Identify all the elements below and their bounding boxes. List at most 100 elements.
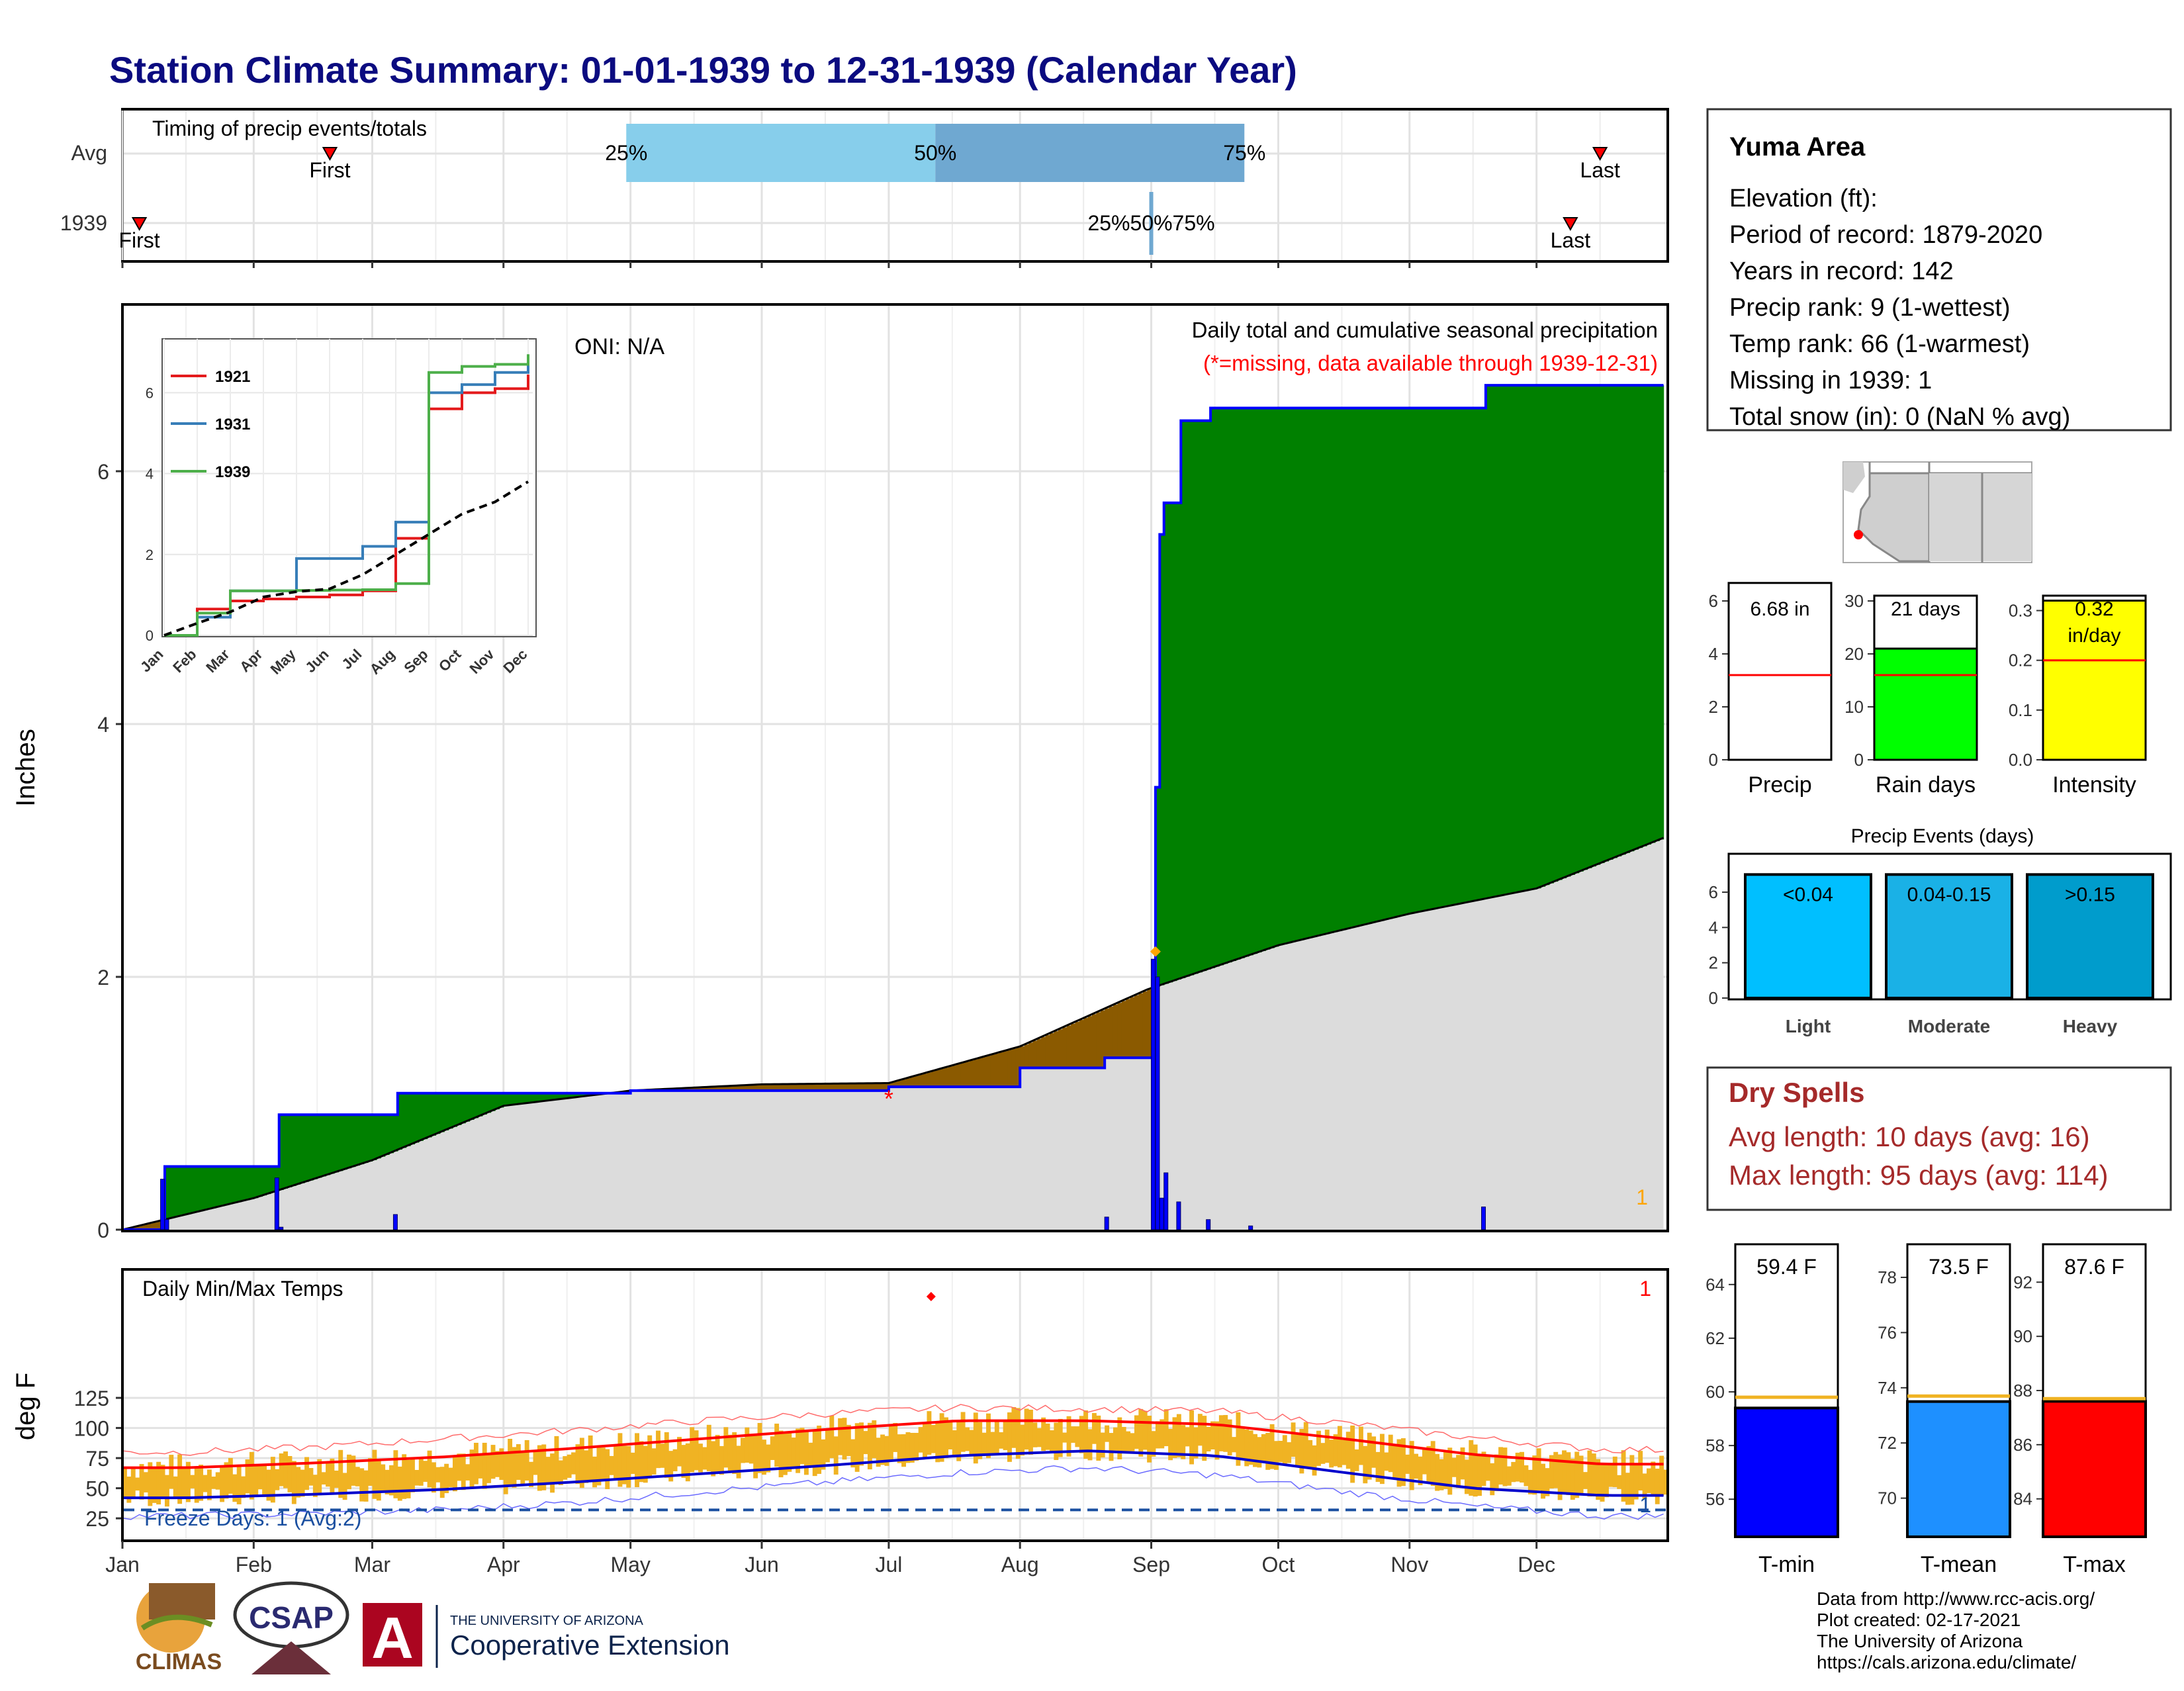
surplus-area (410, 1093, 416, 1145)
mini-bar-1 (1873, 647, 1978, 761)
daily-temp-bar (1185, 1427, 1190, 1447)
daily-temp-bar (1587, 1450, 1592, 1497)
daily-temp-bar (432, 1462, 436, 1493)
daily-temp-bar (1253, 1434, 1257, 1467)
oni-label: ONI: N/A (574, 334, 664, 359)
credits: Data from http://www.rcc-acis.org/Plot c… (1817, 1588, 2095, 1672)
daily-temp-bar (635, 1433, 639, 1488)
surplus-area (1642, 385, 1647, 846)
deficit-area (787, 1083, 792, 1091)
deficit-area (905, 1078, 911, 1087)
daily-temp-bar (1396, 1439, 1402, 1487)
daily-temp-bar (338, 1449, 343, 1498)
daily-temp-bar (533, 1450, 538, 1475)
surplus-area (1202, 420, 1207, 972)
surplus-area (1338, 408, 1343, 931)
deficit-area (960, 1063, 966, 1087)
surplus-area (1524, 385, 1529, 891)
surplus-area (190, 1166, 195, 1214)
precip-y-tick-label: 2 (97, 966, 109, 989)
surplus-area (181, 1166, 187, 1216)
surplus-area (376, 1115, 381, 1159)
avg-last-label: Last (1580, 158, 1620, 182)
surplus-area (1282, 408, 1287, 944)
dry-spells-max: Max length: 95 days (avg: 114) (1729, 1160, 2109, 1191)
temp-bar-tick-label: 78 (1878, 1267, 1897, 1287)
daily-temp-bar (1232, 1437, 1236, 1453)
surplus-area (418, 1093, 424, 1141)
month-tick-label: Dec (1518, 1553, 1555, 1577)
daily-temp-bar (905, 1432, 911, 1463)
daily-temp-bar (1062, 1432, 1068, 1443)
daily-temp-bar (685, 1443, 690, 1482)
surplus-area (236, 1166, 242, 1203)
station-info-line: Elevation (ft): (1729, 185, 1878, 212)
surplus-area (414, 1093, 420, 1143)
deficit-area (1147, 989, 1152, 1058)
daily-temp-bar (1659, 1455, 1664, 1496)
daily-temp-bar (935, 1422, 940, 1463)
deficit-area (690, 1087, 695, 1091)
daily-temp-bar (326, 1462, 330, 1487)
inset-y-tick-label: 0 (146, 627, 154, 644)
surplus-area (347, 1115, 352, 1169)
daily-temp-bar (914, 1432, 919, 1461)
daily-temp-bar (990, 1432, 995, 1455)
deficit-area (766, 1084, 771, 1091)
surplus-area (554, 1093, 559, 1100)
surplus-area (1527, 385, 1533, 890)
daily-temp-bar (439, 1467, 445, 1498)
daily-temp-bar (211, 1477, 216, 1489)
surplus-area (203, 1166, 208, 1211)
temp-bar-label: T-mean (1921, 1552, 1997, 1577)
deficit-area (1079, 1019, 1084, 1068)
surplus-area (1629, 385, 1635, 852)
surplus-area (266, 1166, 271, 1195)
deficit-area (965, 1062, 970, 1087)
daily-temp-bar (1278, 1440, 1283, 1463)
surplus-area (478, 1093, 483, 1117)
daily-temp-bar (359, 1468, 365, 1502)
daily-temp-bar (592, 1456, 597, 1488)
temp-y-axis-title: deg F (11, 1373, 40, 1440)
daily-temp-bar (621, 1445, 627, 1485)
daily-temp-bar (999, 1432, 1004, 1449)
surplus-area (1447, 408, 1453, 907)
station-info-line: Total snow (in): 0 (NaN % avg) (1729, 403, 2070, 431)
daily-temp-bar (897, 1434, 902, 1463)
dry-spells-title: Dry Spells (1729, 1077, 1864, 1108)
daily-temp-bar (1345, 1432, 1351, 1469)
daily-temp-bar (550, 1453, 555, 1493)
surplus-area (393, 1115, 398, 1152)
deficit-area (1075, 1021, 1080, 1068)
daily-temp-bar (1197, 1414, 1203, 1446)
daily-temp-bar (1176, 1414, 1181, 1457)
map-state-east (1929, 473, 2032, 561)
station-info-line: Years in record: 142 (1729, 257, 1954, 285)
daily-temp-bar (1091, 1413, 1097, 1444)
daily-temp-bar (981, 1432, 987, 1456)
deficit-area (791, 1083, 796, 1091)
deficit-area (981, 1057, 987, 1087)
deficit-area (1096, 1012, 1101, 1068)
surplus-area (1295, 408, 1300, 942)
daily-temp-bar (850, 1439, 856, 1468)
deficit-area (1083, 1018, 1089, 1068)
mini-bar-tick-label: 6 (1709, 591, 1718, 611)
surplus-area (1342, 408, 1347, 931)
daily-precip-bar (1481, 1207, 1486, 1230)
surplus-area (423, 1093, 428, 1140)
daily-temp-bar (1570, 1458, 1575, 1500)
daily-temp-bar (257, 1465, 263, 1490)
surplus-area (1418, 408, 1423, 912)
daily-temp-bar (952, 1430, 957, 1457)
surplus-area (1210, 408, 1216, 968)
ua-small-text: THE UNIVERSITY OF ARIZONA (450, 1614, 644, 1628)
temp-bar-tick-label: 58 (1706, 1436, 1725, 1455)
daily-temp-bar (1244, 1429, 1250, 1467)
surplus-area (1604, 385, 1610, 862)
daily-temp-bar (770, 1436, 775, 1460)
daily-temp-bar (880, 1434, 886, 1465)
surplus-area (1185, 420, 1190, 977)
month-tick-label: Nov (1390, 1553, 1428, 1577)
